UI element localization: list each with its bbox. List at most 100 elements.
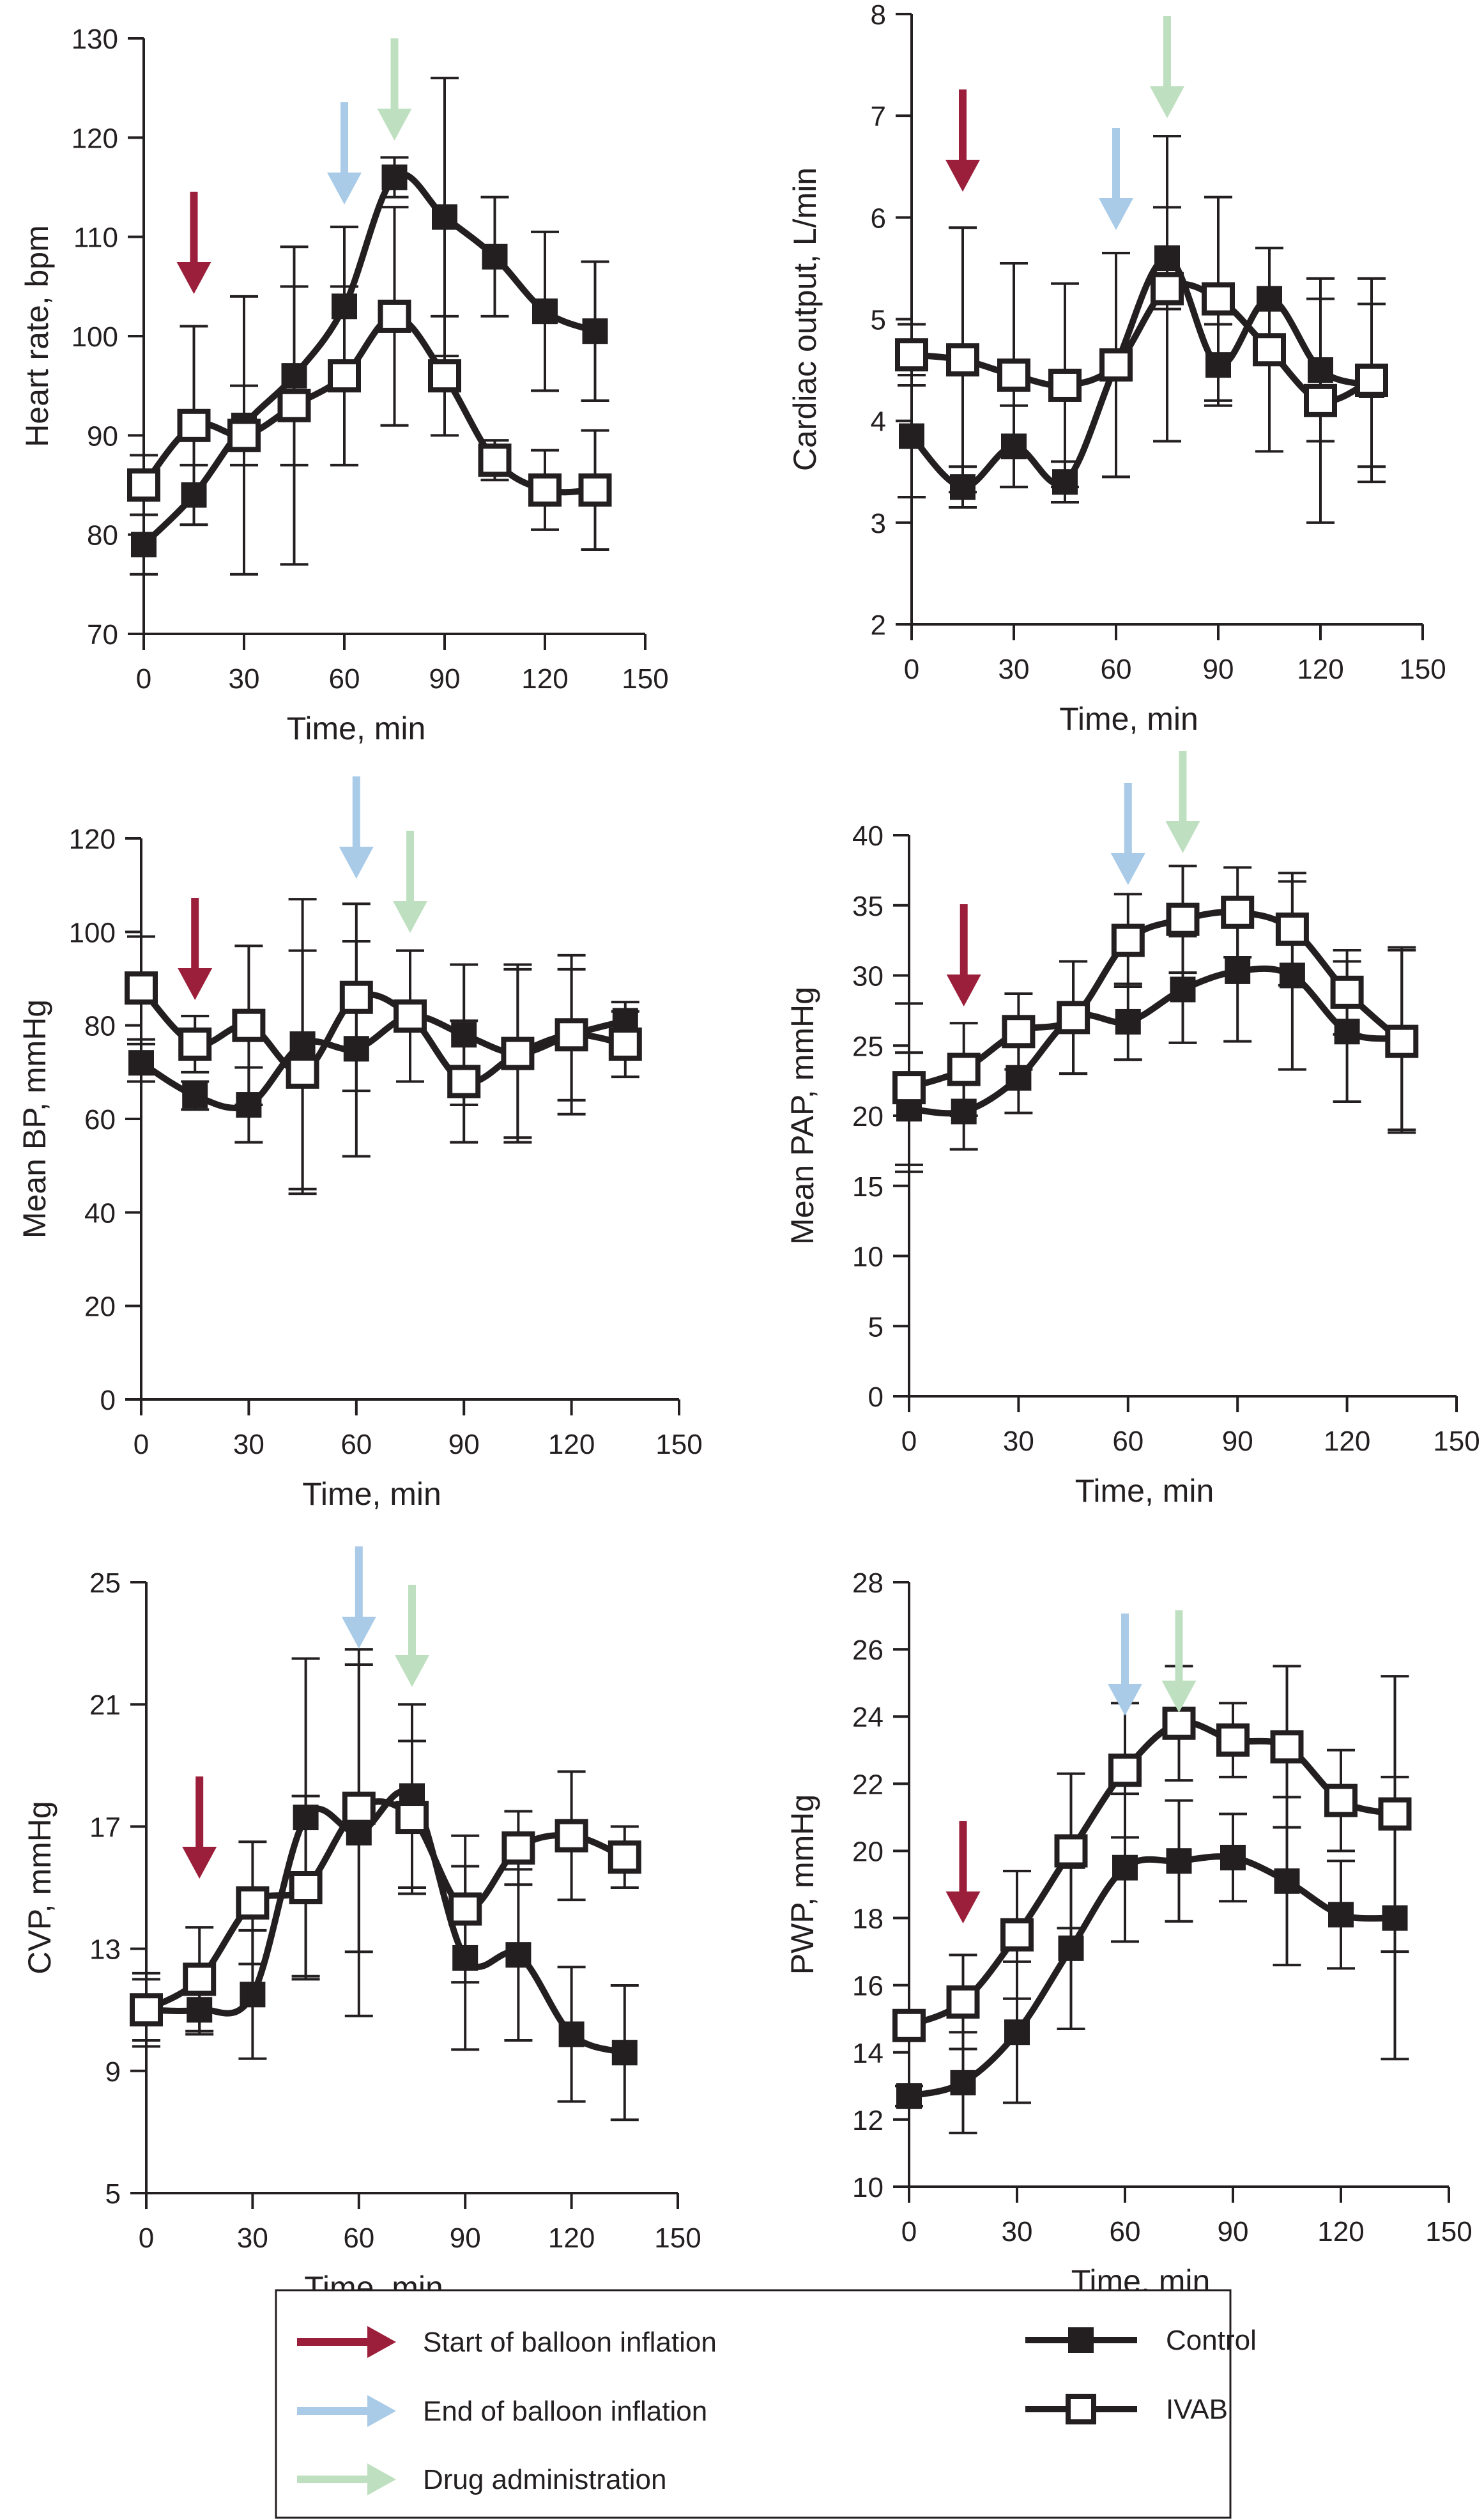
data-point-control (1170, 976, 1196, 1003)
legend-control-label: Control (1166, 2325, 1257, 2356)
series-line-control (139, 1012, 627, 1111)
data-point-ivab (1202, 282, 1235, 316)
start-arrow-icon (946, 904, 981, 1006)
data-point-ivab (1330, 975, 1364, 1009)
data-point-ivab (130, 1993, 163, 2027)
data-point-control (1052, 469, 1078, 495)
data-point-control (558, 2021, 585, 2047)
y-axis-label: Cardiac output, L/min (787, 167, 823, 471)
data-point-ivab (1111, 923, 1145, 957)
x-tick-label: 120 (521, 663, 568, 695)
y-tick-label: 7 (871, 101, 886, 132)
data-point-ivab (501, 1831, 535, 1865)
data-point-control (1006, 1065, 1032, 1091)
data-point-ivab (1057, 1001, 1090, 1035)
y-tick-label: 10 (852, 2172, 884, 2203)
start-arrow-icon (945, 1821, 981, 1923)
end-arrow-icon (1110, 783, 1145, 885)
data-point-ivab (608, 1840, 641, 1874)
data-point-ivab (946, 1985, 980, 2019)
end-arrow-icon (341, 1546, 376, 1649)
y-tick-label: 17 (89, 1812, 121, 1843)
data-point-ivab (1166, 902, 1200, 936)
data-point-control (950, 474, 975, 500)
data-point-ivab (177, 408, 211, 442)
y-tick-label: 80 (87, 520, 118, 551)
x-tick-label: 0 (136, 663, 151, 695)
x-tick-label: 30 (237, 2222, 268, 2254)
x-tick-label: 150 (1399, 654, 1446, 685)
series-line-control (908, 1853, 1395, 2099)
data-point-ivab (892, 2008, 926, 2042)
data-point-ivab (277, 389, 311, 422)
data-point-ivab (1151, 272, 1184, 305)
data-point-control (281, 363, 307, 389)
data-point-ivab (895, 338, 928, 372)
x-tick-label: 90 (1203, 654, 1234, 685)
y-tick-label: 25 (852, 1031, 884, 1062)
y-tick-label: 28 (852, 1568, 884, 1599)
drug-arrow-icon (393, 831, 427, 933)
data-point-ivab (428, 359, 461, 393)
data-point-ivab (1355, 364, 1388, 397)
data-point-control (181, 482, 207, 508)
data-point-ivab (378, 299, 411, 333)
series-line-ivab (908, 909, 1404, 1091)
y-tick-label: 4 (871, 406, 886, 438)
y-axis-label: Mean BP, mmHg (17, 999, 52, 1238)
data-point-ivab (236, 1886, 270, 1920)
data-point-control (432, 204, 457, 230)
data-point-control (532, 298, 558, 325)
data-point-ivab (232, 1008, 266, 1042)
y-tick-label: 20 (84, 1291, 116, 1323)
chart-panel-3: 0 20 40 60 80 100 120 0 30 60 90 120 150 Time, min Mea… (17, 776, 703, 1512)
y-tick-label: 13 (89, 1934, 121, 1966)
chart-panel-2: 2 3 4 5 6 7 8 0 30 60 90 120 150 Time, min Cardiac out… (787, 0, 1446, 737)
y-tick-label: 40 (84, 1198, 116, 1229)
series-line-control (141, 171, 597, 547)
data-point-ivab (1216, 1723, 1250, 1757)
start-arrow-icon (182, 1776, 217, 1879)
data-point-ivab (1253, 333, 1286, 367)
data-point-ivab (578, 473, 612, 507)
data-point-ivab (339, 980, 373, 1014)
x-tick-label: 0 (134, 1429, 149, 1460)
end-arrow-icon (339, 776, 374, 879)
data-point-ivab (1221, 895, 1255, 929)
x-tick-label: 120 (1317, 2216, 1364, 2247)
data-point-control (1115, 1008, 1141, 1035)
y-tick-label: 9 (105, 2056, 121, 2088)
data-point-control (1328, 1902, 1354, 1928)
y-tick-label: 3 (871, 508, 886, 539)
x-tick-label: 150 (622, 663, 668, 695)
data-point-ivab (342, 1791, 376, 1825)
data-point-control (1004, 2019, 1030, 2045)
y-tick-label: 0 (868, 1382, 884, 1413)
y-tick-label: 40 (852, 820, 884, 852)
data-point-control (899, 423, 924, 449)
y-tick-label: 90 (87, 420, 118, 452)
data-point-control (128, 1050, 154, 1076)
data-point-ivab (1270, 1730, 1304, 1764)
legend-drug-arrow-icon (297, 2463, 396, 2495)
data-point-ivab (947, 1052, 981, 1086)
y-tick-label: 8 (871, 0, 886, 31)
y-tick-label: 120 (72, 123, 118, 154)
data-point-ivab (395, 1801, 429, 1835)
x-tick-label: 150 (654, 2222, 701, 2254)
data-point-ivab (1002, 1015, 1036, 1049)
series-line-ivab (911, 281, 1373, 404)
start-arrow-icon (178, 898, 213, 1000)
data-point-ivab (286, 1055, 319, 1089)
data-point-control (1308, 357, 1333, 383)
data-point-control (1382, 1905, 1408, 1931)
data-point-ivab (1378, 1797, 1412, 1831)
legend-control-marker-icon (1025, 2327, 1137, 2353)
legend-end-label: End of balloon inflation (423, 2396, 707, 2427)
data-point-control (1154, 245, 1180, 271)
x-tick-label: 60 (1101, 654, 1132, 685)
drug-arrow-icon (1150, 16, 1184, 118)
data-point-ivab (394, 999, 427, 1033)
data-point-ivab (1385, 1024, 1419, 1058)
